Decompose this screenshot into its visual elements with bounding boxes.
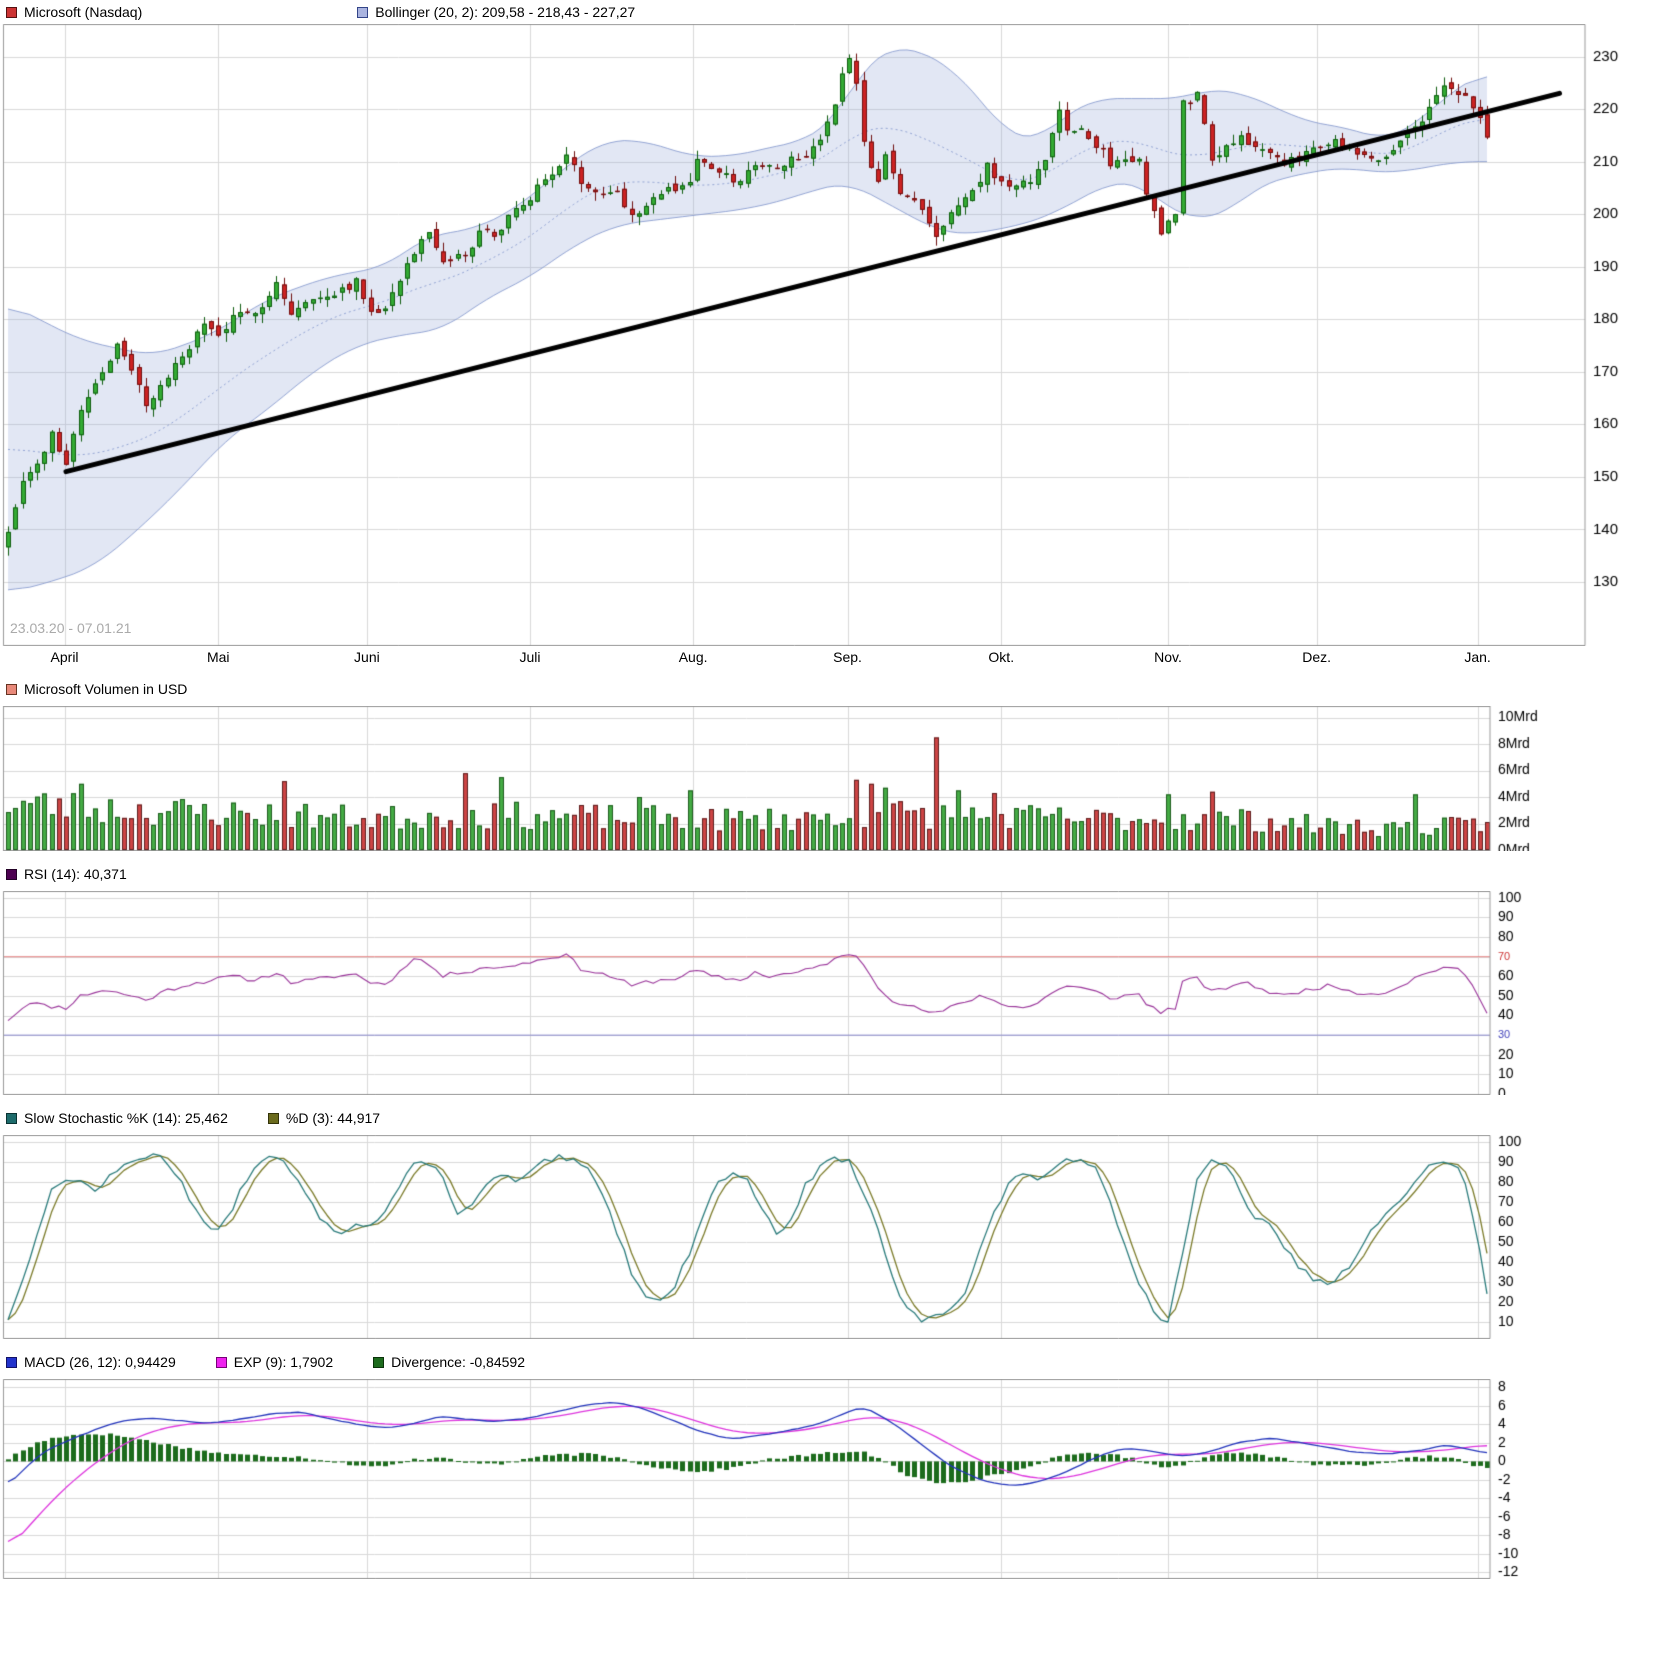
price-legend: Microsoft (Nasdaq) Bollinger (20, 2): 20… bbox=[0, 2, 1658, 22]
stochastic-panel bbox=[0, 1135, 1658, 1339]
rsi-chart-canvas bbox=[0, 891, 1658, 1095]
month-label-dez: Dez. bbox=[1302, 649, 1332, 665]
stoch-d-label: %D (3): 44,917 bbox=[285, 1110, 381, 1126]
legend-item-divergence: Divergence: -0,84592 bbox=[373, 1354, 525, 1370]
volume-swatch-icon bbox=[6, 683, 17, 695]
stoch-d-swatch-icon bbox=[267, 1112, 279, 1124]
stochastic-legend: Slow Stochastic %K (14): 25,462 %D (3): … bbox=[0, 1107, 1658, 1129]
exp-swatch-icon bbox=[215, 1356, 227, 1368]
rsi-label: RSI (14): 40,371 bbox=[24, 866, 127, 882]
legend-item-exp: EXP (9): 1,7902 bbox=[215, 1354, 334, 1370]
bollinger-label: Bollinger (20, 2): 209,58 - 218,43 - 227… bbox=[375, 4, 636, 20]
month-label-okt: Okt. bbox=[988, 649, 1015, 665]
microsoft-series-label: Microsoft (Nasdaq) bbox=[24, 4, 143, 20]
legend-item-bollinger: Bollinger (20, 2): 209,58 - 218,43 - 227… bbox=[357, 4, 635, 20]
stoch-k-label: Slow Stochastic %K (14): 25,462 bbox=[24, 1110, 228, 1126]
legend-item-stoch-d: %D (3): 44,917 bbox=[267, 1110, 381, 1126]
legend-item-macd: MACD (26, 12): 0,94429 bbox=[6, 1354, 176, 1370]
exp-label: EXP (9): 1,7902 bbox=[233, 1354, 334, 1370]
volume-label: Microsoft Volumen in USD bbox=[24, 681, 188, 697]
divergence-label: Divergence: -0,84592 bbox=[391, 1354, 525, 1370]
rsi-panel bbox=[0, 891, 1658, 1095]
bollinger-swatch-icon bbox=[357, 6, 369, 18]
macd-panel bbox=[0, 1379, 1658, 1579]
x-axis-months: April Mai Juni Juli Aug. Sep. Okt. Nov. Dez. Jan. bbox=[0, 646, 1658, 670]
stochastic-chart-canvas bbox=[0, 1135, 1658, 1339]
price-chart-canvas bbox=[0, 24, 1658, 646]
date-range-label: 23.03.20 - 07.01.21 bbox=[10, 620, 132, 636]
volume-legend: Microsoft Volumen in USD bbox=[0, 678, 1658, 700]
month-label-sep: Sep. bbox=[833, 649, 862, 665]
stoch-k-swatch-icon bbox=[6, 1112, 17, 1124]
volume-panel bbox=[0, 706, 1658, 851]
legend-item-stoch-k: Slow Stochastic %K (14): 25,462 bbox=[6, 1110, 228, 1126]
legend-item-microsoft: Microsoft (Nasdaq) bbox=[6, 4, 142, 20]
macd-swatch-icon bbox=[6, 1356, 17, 1368]
month-label-mai: Mai bbox=[206, 649, 230, 665]
volume-chart-canvas bbox=[0, 706, 1658, 851]
rsi-swatch-icon bbox=[6, 868, 17, 880]
month-label-juli: Juli bbox=[519, 649, 541, 665]
macd-chart-canvas bbox=[0, 1379, 1658, 1579]
legend-item-volume: Microsoft Volumen in USD bbox=[6, 681, 187, 697]
macd-label: MACD (26, 12): 0,94429 bbox=[24, 1354, 176, 1370]
month-label-juni: Juni bbox=[354, 649, 380, 665]
microsoft-series-swatch-icon bbox=[6, 6, 17, 18]
month-label-april: April bbox=[50, 649, 79, 665]
month-label-nov: Nov. bbox=[1154, 649, 1182, 665]
macd-legend: MACD (26, 12): 0,94429 EXP (9): 1,7902 D… bbox=[0, 1351, 1658, 1373]
rsi-legend: RSI (14): 40,371 bbox=[0, 863, 1658, 885]
month-label-aug: Aug. bbox=[678, 649, 708, 665]
divergence-swatch-icon bbox=[373, 1356, 385, 1368]
price-panel: 23.03.20 - 07.01.21 bbox=[0, 24, 1658, 646]
legend-item-rsi: RSI (14): 40,371 bbox=[6, 866, 127, 882]
month-label-jan: Jan. bbox=[1464, 649, 1491, 665]
